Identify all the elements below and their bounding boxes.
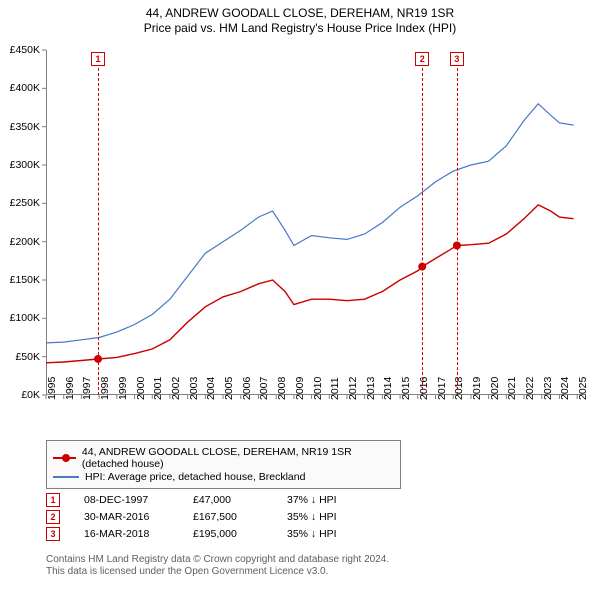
- legend-item: 44, ANDREW GOODALL CLOSE, DEREHAM, NR19 …: [53, 446, 394, 470]
- x-tick-label: 1997: [81, 377, 93, 400]
- x-tick-label: 2024: [559, 377, 571, 400]
- sale-marker-box: 1: [91, 52, 105, 66]
- x-tick-label: 2017: [436, 377, 448, 400]
- x-tick-label: 1999: [117, 377, 129, 400]
- y-tick-label: £300K: [10, 159, 40, 171]
- x-tick-label: 2007: [258, 377, 270, 400]
- chart-svg: [46, 50, 586, 395]
- x-tick-label: 1995: [46, 377, 58, 400]
- legend-label: HPI: Average price, detached house, Brec…: [85, 471, 305, 483]
- sale-marker-vline: [457, 68, 458, 395]
- x-tick-label: 1996: [64, 377, 76, 400]
- x-tick-label: 2012: [347, 377, 359, 400]
- x-axis-labels: 1995199619971998199920002001200220032004…: [46, 398, 586, 438]
- x-tick-label: 2000: [135, 377, 147, 400]
- x-tick-label: 2020: [489, 377, 501, 400]
- x-tick-label: 2010: [312, 377, 324, 400]
- x-tick-label: 2004: [205, 377, 217, 400]
- legend-item: HPI: Average price, detached house, Brec…: [53, 471, 394, 483]
- sale-row-date: 30-MAR-2016: [84, 511, 169, 523]
- x-tick-label: 2014: [382, 377, 394, 400]
- y-axis-labels: £0K£50K£100K£150K£200K£250K£300K£350K£40…: [0, 50, 44, 395]
- sale-row-hpi: 37% ↓ HPI: [287, 494, 377, 506]
- sale-row-price: £195,000: [193, 528, 263, 540]
- y-tick-label: £250K: [10, 197, 40, 209]
- x-tick-label: 2002: [170, 377, 182, 400]
- sale-marker-box: 2: [415, 52, 429, 66]
- sale-row-price: £47,000: [193, 494, 263, 506]
- sale-row-price: £167,500: [193, 511, 263, 523]
- x-tick-label: 2021: [506, 377, 518, 400]
- y-tick-label: £350K: [10, 121, 40, 133]
- footer-line2: This data is licensed under the Open Gov…: [46, 566, 580, 578]
- chart-plot-area: 1 2 3: [46, 50, 586, 395]
- y-tick-label: £150K: [10, 274, 40, 286]
- x-tick-label: 2019: [471, 377, 483, 400]
- sale-marker-table: 1 08-DEC-1997 £47,000 37% ↓ HPI 2 30-MAR-2016…: [46, 490, 556, 544]
- footer-attribution: Contains HM Land Registry data © Crown c…: [46, 554, 580, 578]
- x-tick-label: 2001: [152, 377, 164, 400]
- sale-row-hpi: 35% ↓ HPI: [287, 528, 377, 540]
- y-tick-label: £200K: [10, 236, 40, 248]
- y-tick-label: £450K: [10, 44, 40, 56]
- sale-row-date: 16-MAR-2018: [84, 528, 169, 540]
- x-tick-label: 2008: [276, 377, 288, 400]
- sale-row: 3 16-MAR-2018 £195,000 35% ↓ HPI: [46, 527, 556, 541]
- x-tick-label: 2025: [577, 377, 589, 400]
- x-tick-label: 2013: [365, 377, 377, 400]
- x-tick-label: 2009: [294, 377, 306, 400]
- legend-label: 44, ANDREW GOODALL CLOSE, DEREHAM, NR19 …: [82, 446, 394, 470]
- y-tick-label: £50K: [15, 351, 40, 363]
- x-tick-label: 2006: [241, 377, 253, 400]
- sale-marker-vline: [422, 68, 423, 395]
- y-tick-label: £400K: [10, 82, 40, 94]
- sale-row-marker-box: 1: [46, 493, 60, 507]
- sale-row-marker-box: 2: [46, 510, 60, 524]
- sale-marker-vline: [98, 68, 99, 395]
- x-tick-label: 1998: [99, 377, 111, 400]
- sale-row: 2 30-MAR-2016 £167,500 35% ↓ HPI: [46, 510, 556, 524]
- sale-row-hpi: 35% ↓ HPI: [287, 511, 377, 523]
- x-tick-label: 2022: [524, 377, 536, 400]
- sale-row-date: 08-DEC-1997: [84, 494, 169, 506]
- sale-row: 1 08-DEC-1997 £47,000 37% ↓ HPI: [46, 493, 556, 507]
- x-tick-label: 2015: [400, 377, 412, 400]
- x-tick-label: 2003: [188, 377, 200, 400]
- sale-marker-box: 3: [450, 52, 464, 66]
- x-tick-label: 2011: [329, 377, 341, 400]
- x-tick-label: 2016: [418, 377, 430, 400]
- title-address: 44, ANDREW GOODALL CLOSE, DEREHAM, NR19 …: [0, 6, 600, 20]
- x-tick-label: 2018: [453, 377, 465, 400]
- y-tick-label: £0K: [21, 389, 40, 401]
- sale-row-marker-box: 3: [46, 527, 60, 541]
- y-tick-label: £100K: [10, 312, 40, 324]
- legend-box: 44, ANDREW GOODALL CLOSE, DEREHAM, NR19 …: [46, 440, 401, 489]
- title-metric: Price paid vs. HM Land Registry's House …: [0, 21, 600, 35]
- x-tick-label: 2005: [223, 377, 235, 400]
- x-tick-label: 2023: [542, 377, 554, 400]
- footer-line1: Contains HM Land Registry data © Crown c…: [46, 554, 580, 566]
